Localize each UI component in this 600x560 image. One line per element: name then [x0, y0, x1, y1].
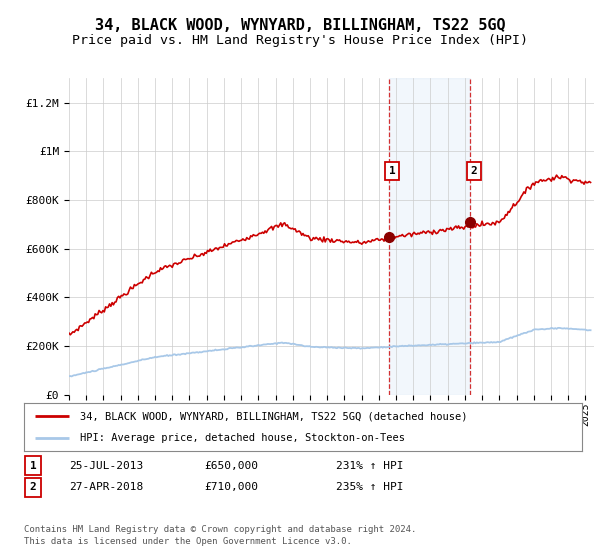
Text: 231% ↑ HPI: 231% ↑ HPI: [336, 461, 404, 471]
Text: £650,000: £650,000: [204, 461, 258, 471]
Text: Price paid vs. HM Land Registry's House Price Index (HPI): Price paid vs. HM Land Registry's House …: [72, 34, 528, 47]
Text: HPI: Average price, detached house, Stockton-on-Tees: HPI: Average price, detached house, Stoc…: [80, 433, 405, 443]
Text: Contains HM Land Registry data © Crown copyright and database right 2024.
This d: Contains HM Land Registry data © Crown c…: [24, 525, 416, 546]
Text: 235% ↑ HPI: 235% ↑ HPI: [336, 482, 404, 492]
Text: 27-APR-2018: 27-APR-2018: [69, 482, 143, 492]
Text: 2: 2: [29, 482, 37, 492]
Text: 34, BLACK WOOD, WYNYARD, BILLINGHAM, TS22 5GQ (detached house): 34, BLACK WOOD, WYNYARD, BILLINGHAM, TS2…: [80, 411, 467, 421]
Bar: [389, 78, 470, 395]
Text: 2: 2: [470, 166, 477, 176]
Text: 25-JUL-2013: 25-JUL-2013: [69, 461, 143, 471]
Text: £710,000: £710,000: [204, 482, 258, 492]
Text: 1: 1: [389, 166, 395, 176]
Text: 34, BLACK WOOD, WYNYARD, BILLINGHAM, TS22 5GQ: 34, BLACK WOOD, WYNYARD, BILLINGHAM, TS2…: [95, 18, 505, 32]
Text: 1: 1: [29, 461, 37, 471]
